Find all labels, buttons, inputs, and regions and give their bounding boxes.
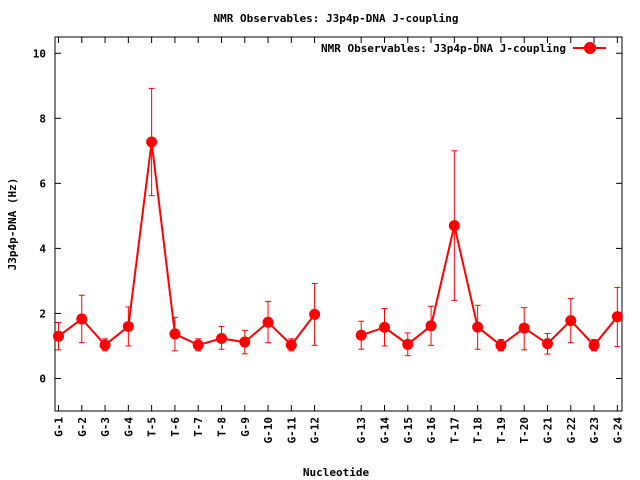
data-point (285, 339, 297, 351)
data-point (262, 316, 274, 328)
legend: NMR Observables: J3p4p-DNA J-coupling (321, 42, 606, 55)
x-tick-label: T-19 (495, 417, 508, 444)
data-point (355, 329, 367, 341)
x-tick-label: T-18 (472, 417, 485, 444)
data-point (402, 338, 414, 350)
x-tick-label: G-2 (76, 417, 89, 437)
data-point (472, 321, 484, 333)
data-point (565, 315, 577, 327)
data-point (239, 336, 251, 348)
error-bars (55, 87, 621, 357)
data-point (52, 330, 64, 342)
data-point (99, 339, 111, 351)
y-axis-label: J3p4p-DNA (Hz) (6, 178, 19, 271)
x-tick-label: T-8 (215, 417, 228, 437)
data-point (588, 339, 600, 351)
data-point (378, 321, 390, 333)
x-tick-label: G-10 (262, 417, 275, 444)
x-tick-label: T-6 (169, 417, 182, 437)
x-tick-label: G-12 (309, 417, 322, 444)
x-tick-label: T-5 (146, 417, 159, 437)
axes: 0 2 4 6 8 10 G-1 G-2 G-3 G-4 T-5 T-6 T-7 T-8 G-9 G-10 G-… (33, 37, 624, 444)
x-tick-label: G-15 (402, 417, 415, 444)
data-point (309, 308, 321, 320)
y-tick-label: 10 (33, 47, 46, 60)
x-tick-label: T-7 (192, 417, 205, 437)
data-point (425, 320, 437, 332)
x-tick-label: G-16 (425, 417, 438, 444)
data-point (76, 313, 88, 325)
data-point (518, 322, 530, 334)
series-line-segment (57, 141, 316, 347)
y-tick-label: 0 (39, 372, 46, 385)
plot-frame (54, 36, 623, 412)
series-line-segment (360, 225, 619, 347)
x-tick-label: G-21 (541, 417, 554, 444)
series-points (52, 136, 623, 351)
data-point (192, 339, 204, 351)
data-point (215, 332, 227, 344)
x-tick-label: G-13 (355, 417, 368, 444)
data-point (146, 136, 158, 148)
x-tick-label: G-3 (99, 417, 112, 437)
x-tick-label: G-23 (588, 417, 601, 444)
x-tick-label: G-24 (611, 417, 624, 444)
y-tick-label: 6 (39, 177, 46, 190)
x-tick-label: G-14 (378, 417, 391, 444)
x-tick-label: G-4 (122, 417, 135, 437)
x-tick-label: G-9 (239, 417, 252, 437)
legend-label: NMR Observables: J3p4p-DNA J-coupling (321, 42, 566, 55)
x-axis-label: Nucleotide (303, 466, 370, 479)
data-point (122, 320, 134, 332)
y-tick-label: 2 (39, 307, 46, 320)
y-tick-label: 8 (39, 112, 46, 125)
x-tick-label: G-22 (565, 417, 578, 444)
data-point (495, 339, 507, 351)
chart-title: NMR Observables: J3p4p-DNA J-coupling (213, 12, 458, 25)
y-tick-label: 4 (39, 242, 46, 255)
data-point (611, 311, 623, 323)
x-tick-label: T-17 (448, 417, 461, 444)
legend-marker-sample (584, 42, 596, 54)
data-point (541, 338, 553, 350)
x-tick-label: T-20 (518, 417, 531, 444)
x-tick-label: G-1 (52, 417, 65, 437)
data-point (448, 220, 460, 232)
x-tick-label: G-11 (285, 417, 298, 444)
data-point (169, 328, 181, 340)
series-lines (57, 141, 619, 347)
